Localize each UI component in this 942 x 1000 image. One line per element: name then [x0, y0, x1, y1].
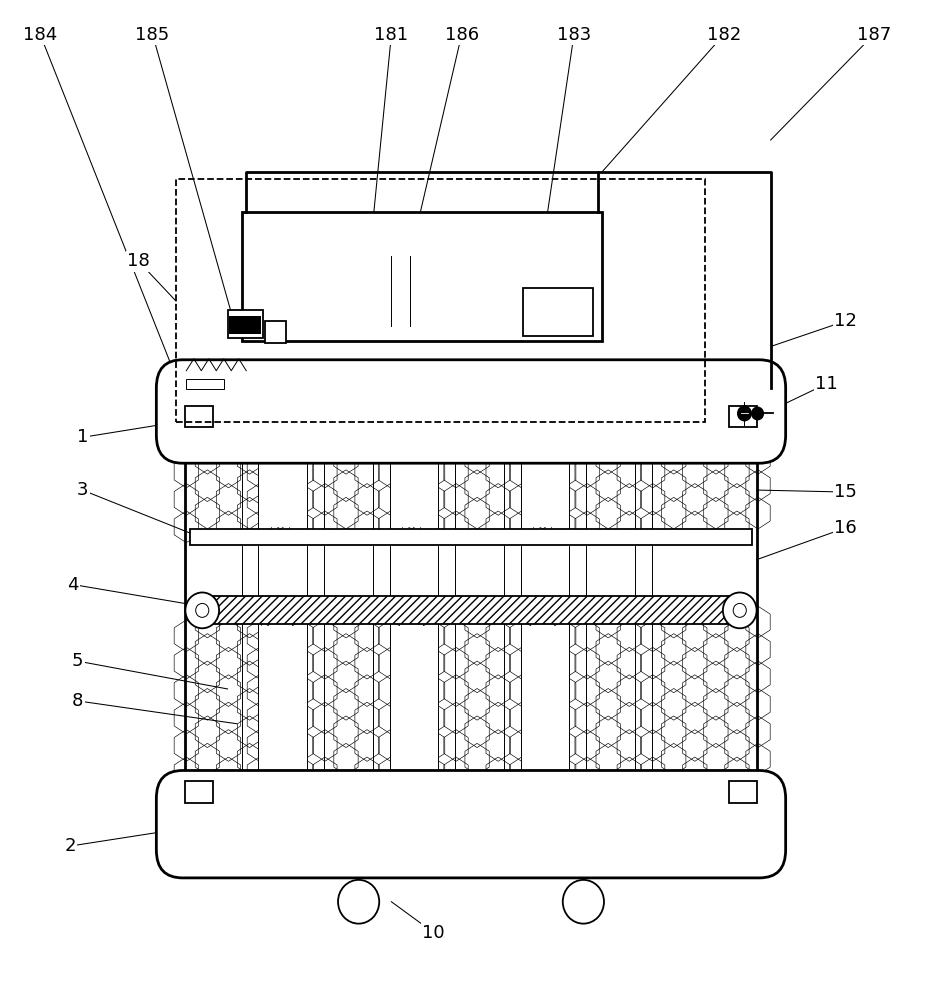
Text: 184: 184	[24, 26, 57, 44]
Bar	[728, 406, 756, 427]
Text: 16: 16	[835, 519, 857, 537]
Text: 4: 4	[67, 576, 79, 594]
Circle shape	[562, 880, 604, 924]
Bar	[521, 626, 569, 800]
Circle shape	[751, 407, 764, 420]
Bar	[209, 596, 733, 624]
Bar	[523, 288, 593, 336]
Bar	[186, 406, 214, 427]
Bar	[728, 781, 756, 803]
Bar	[228, 310, 263, 338]
Text: 2: 2	[64, 837, 76, 855]
Text: 181: 181	[374, 26, 409, 44]
Text: 183: 183	[557, 26, 592, 44]
Circle shape	[338, 880, 380, 924]
Circle shape	[186, 592, 219, 628]
Bar	[258, 626, 307, 800]
Text: 18: 18	[127, 252, 150, 270]
Text: 5: 5	[72, 652, 84, 670]
Bar	[230, 316, 261, 334]
Text: 3: 3	[76, 481, 89, 499]
Text: 1: 1	[76, 428, 88, 446]
Bar	[258, 406, 307, 527]
FancyBboxPatch shape	[156, 770, 786, 878]
Text: 8: 8	[72, 692, 84, 710]
Text: 10: 10	[422, 924, 445, 942]
Text: 186: 186	[445, 26, 479, 44]
Circle shape	[737, 406, 752, 421]
FancyBboxPatch shape	[156, 360, 786, 463]
Text: 12: 12	[834, 312, 857, 330]
Bar	[187, 379, 224, 389]
Text: 185: 185	[136, 26, 170, 44]
Bar	[390, 406, 438, 527]
Bar	[521, 406, 569, 527]
Bar	[176, 179, 706, 422]
Text: 11: 11	[816, 375, 838, 393]
Text: 182: 182	[706, 26, 741, 44]
Bar	[190, 529, 752, 545]
Text: 187: 187	[856, 26, 891, 44]
Bar	[241, 212, 602, 341]
Bar	[265, 321, 285, 343]
Text: 15: 15	[834, 483, 857, 501]
Bar	[186, 781, 214, 803]
Circle shape	[723, 592, 756, 628]
Bar	[390, 626, 438, 800]
